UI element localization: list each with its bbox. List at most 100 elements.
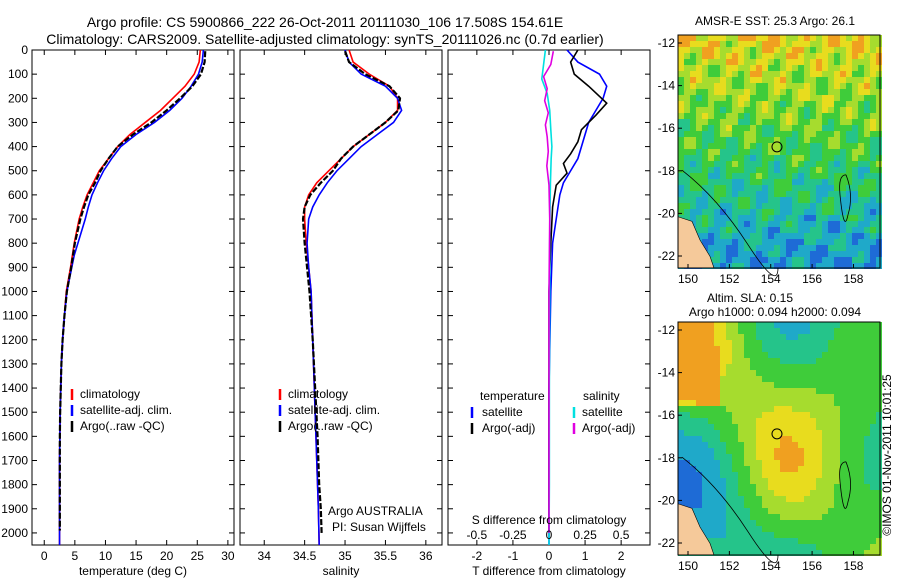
map-cell	[810, 550, 816, 556]
map-y-tick-label: -14	[658, 366, 676, 380]
map-cell	[690, 209, 696, 215]
map-cell	[732, 388, 738, 394]
map-cell	[714, 137, 720, 143]
map-cell	[696, 328, 702, 334]
map-cell	[684, 418, 690, 424]
map-cell	[714, 227, 720, 233]
map-cell	[696, 400, 702, 406]
map-cell	[738, 263, 744, 269]
map-cell	[744, 364, 750, 370]
map-cell	[822, 484, 828, 490]
map-cell	[726, 149, 732, 155]
map-cell	[762, 143, 768, 149]
map-cell	[714, 215, 720, 221]
map-cell	[798, 424, 804, 430]
map-cell	[870, 334, 876, 340]
map-cell	[774, 460, 780, 466]
map-cell	[750, 334, 756, 340]
map-cell	[768, 430, 774, 436]
map-cell	[708, 113, 714, 119]
map-cell	[816, 83, 822, 89]
map-cell	[792, 131, 798, 137]
map-cell	[756, 125, 762, 131]
map-cell	[864, 257, 870, 263]
map-cell	[738, 131, 744, 137]
map-cell	[696, 508, 702, 514]
map-cell	[756, 538, 762, 544]
map-cell	[732, 131, 738, 137]
map-cell	[702, 143, 708, 149]
map-cell	[846, 376, 852, 382]
map-cell	[738, 203, 744, 209]
map-cell	[738, 502, 744, 508]
map-cell	[744, 185, 750, 191]
map-cell	[750, 137, 756, 143]
map-cell	[780, 490, 786, 496]
map-cell	[864, 394, 870, 400]
map-cell	[834, 508, 840, 514]
map-cell	[864, 77, 870, 83]
map-cell	[726, 448, 732, 454]
map-cell	[846, 520, 852, 526]
map-cell	[714, 119, 720, 125]
map-y-tick-label: -14	[658, 79, 676, 93]
map-cell	[780, 143, 786, 149]
map-cell	[732, 532, 738, 538]
map-cell	[768, 83, 774, 89]
map-cell	[726, 334, 732, 340]
map-cell	[840, 376, 846, 382]
map-cell	[714, 436, 720, 442]
map-cell	[738, 35, 744, 41]
map-cell	[732, 322, 738, 328]
map-cell	[852, 424, 858, 430]
map-cell	[726, 47, 732, 53]
map-cell	[744, 239, 750, 245]
map-cell	[840, 430, 846, 436]
map-cell	[828, 89, 834, 95]
map-cell	[768, 376, 774, 382]
map-cell	[678, 53, 684, 59]
map-cell	[870, 370, 876, 376]
map-cell	[762, 334, 768, 340]
map-cell	[804, 352, 810, 358]
map-cell	[744, 322, 750, 328]
map-cell	[780, 346, 786, 352]
map-cell	[798, 514, 804, 520]
map-cell	[786, 65, 792, 71]
map-cell	[876, 490, 882, 496]
map-cell	[876, 478, 882, 484]
map-cell	[834, 149, 840, 155]
map-cell	[822, 508, 828, 514]
map-cell	[870, 83, 876, 89]
map-cell	[834, 71, 840, 77]
map-cell	[786, 382, 792, 388]
map-cell	[756, 257, 762, 263]
map-cell	[798, 328, 804, 334]
map-cell	[732, 496, 738, 502]
map-cell	[834, 544, 840, 550]
map-cell	[786, 514, 792, 520]
map-cell	[858, 400, 864, 406]
map-cell	[708, 490, 714, 496]
map-cell	[870, 430, 876, 436]
map-cell	[780, 448, 786, 454]
map-cell	[852, 550, 858, 556]
map-cell	[756, 436, 762, 442]
map-cell	[858, 328, 864, 334]
map-cell	[768, 490, 774, 496]
map-cell	[798, 388, 804, 394]
map-cell	[798, 35, 804, 41]
map-cell	[696, 382, 702, 388]
map-cell	[726, 77, 732, 83]
map-cell	[750, 370, 756, 376]
map-cell	[834, 550, 840, 556]
map-cell	[756, 460, 762, 466]
map-cell	[876, 496, 882, 502]
map-cell	[744, 484, 750, 490]
map-cell	[684, 203, 690, 209]
map-cell	[684, 442, 690, 448]
map-cell	[810, 245, 816, 251]
map-cell	[816, 466, 822, 472]
map-cell	[810, 227, 816, 233]
map-cell	[702, 77, 708, 83]
